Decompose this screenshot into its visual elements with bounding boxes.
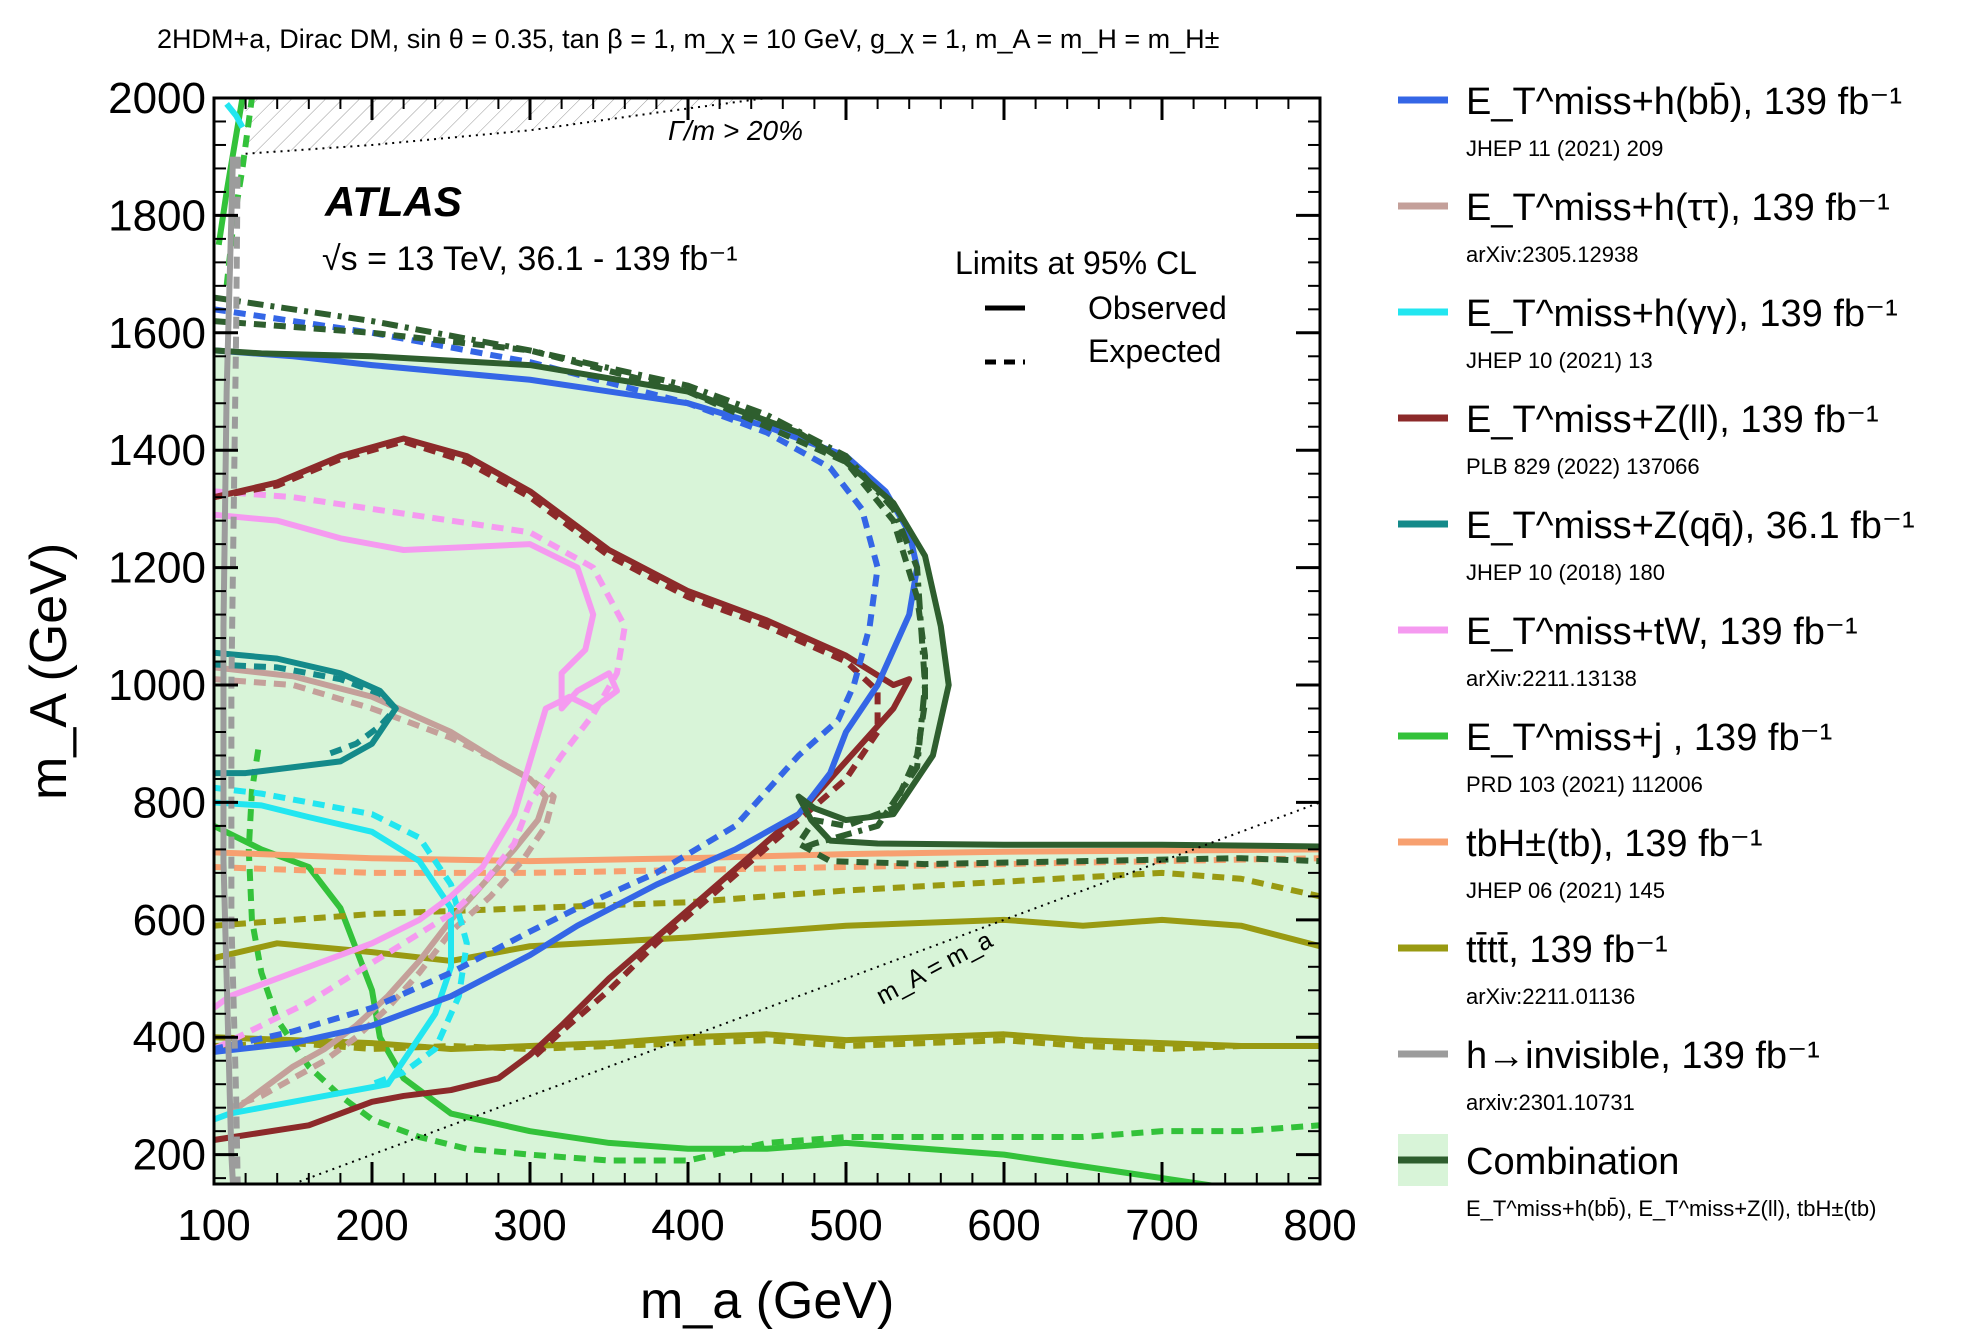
legend-ref-tttt: arXiv:2211.01136	[1466, 984, 1635, 1009]
width-limit-region	[245, 98, 773, 155]
legend-ref-hgamgam: JHEP 10 (2021) 13	[1466, 348, 1653, 373]
x-tick-label: 300	[493, 1201, 566, 1250]
tw-expected-line	[214, 488, 628, 1052]
y-tick-label: 1600	[108, 309, 206, 358]
legend-ref-tbh: JHEP 06 (2021) 145	[1466, 878, 1665, 903]
hinv-observed-line	[220, 156, 236, 1184]
y-tick-label: 2000	[108, 74, 206, 123]
legend: E_T^miss+h(bb̄), 139 fb⁻¹ JHEP 11 (2021) …	[1398, 81, 1915, 1221]
legend-ref-comb: E_T^miss+h(bb̄), E_T^miss+Z(ll), tbH±(tb…	[1466, 1196, 1876, 1221]
legend-label-tttt: tt̄tt̄, 139 fb⁻¹	[1466, 929, 1668, 971]
expected-style-label: Expected	[1088, 333, 1221, 369]
legend-label-htautau: E_T^miss+h(ττ), 139 fb⁻¹	[1466, 187, 1890, 229]
energy-label: √s = 13 TeV, 36.1 - 139 fb⁻¹	[322, 240, 738, 278]
htautau-observed-line	[214, 664, 549, 1116]
x-tick-label: 800	[1283, 1201, 1356, 1250]
legend-ref-hinv: arxiv:2301.10731	[1466, 1090, 1635, 1115]
y-tick-label: 1200	[108, 544, 206, 593]
comb-expected-dashdot-line	[214, 294, 928, 853]
jet-expected-line	[245, 749, 1320, 1164]
axis-ticks: 100 200 300 400 500 600 700 800 200 400 600 800 1000…	[108, 74, 1357, 1250]
tw-observed-line	[214, 511, 620, 1011]
y-axis-title: m_A (GeV)	[20, 543, 78, 800]
hgamgam-expected-line	[214, 784, 470, 1088]
legend-label-comb: Combination	[1466, 1141, 1679, 1183]
x-tick-label: 600	[967, 1201, 1040, 1250]
zll-expected-line	[214, 438, 881, 1063]
y-tick-label: 400	[133, 1013, 206, 1062]
exclusion-contours	[214, 98, 1320, 1184]
x-axis-title: m_a (GeV)	[640, 1272, 894, 1330]
y-tick-label: 600	[133, 896, 206, 945]
legend-ref-tw: arXiv:2211.13138	[1466, 666, 1637, 691]
legend-ref-zll: PLB 829 (2022) 137066	[1466, 454, 1700, 479]
diagonal-line-group	[292, 801, 1320, 1184]
observed-style-label: Observed	[1088, 290, 1227, 326]
combination-fill	[214, 350, 1320, 1184]
hbb-observed-line	[214, 347, 921, 1055]
x-tick-label: 400	[651, 1201, 724, 1250]
legend-label-zll: E_T^miss+Z(ll), 139 fb⁻¹	[1466, 399, 1879, 441]
x-tick-label: 100	[177, 1201, 250, 1250]
hgamgam-observed-line	[214, 799, 454, 1123]
y-tick-label: 1000	[108, 661, 206, 710]
zqq-observed-line	[214, 649, 399, 777]
diagonal-line	[292, 801, 1320, 1184]
combination-excluded-region	[214, 350, 1320, 1184]
width-limit-annotation: Γ/m > 20%	[668, 115, 803, 146]
tbh-expected-line	[214, 855, 1320, 876]
comb-observed-line	[214, 347, 1320, 850]
legend-ref-hbb: JHEP 11 (2021) 209	[1466, 136, 1663, 161]
chart-header: 2HDM+a, Dirac DM, sin θ = 0.35, tan β = …	[157, 24, 1219, 54]
legend-label-jet: E_T^miss+j , 139 fb⁻¹	[1466, 717, 1832, 759]
tttt-expected-line	[214, 869, 1320, 929]
htautau-expected-line	[214, 676, 557, 1111]
width-limit-boundary	[245, 98, 773, 155]
y-tick-label: 800	[133, 778, 206, 827]
zll-observed-line	[214, 435, 913, 1143]
y-tick-label: 200	[133, 1131, 206, 1180]
legend-label-hbb: E_T^miss+h(bb̄), 139 fb⁻¹	[1466, 81, 1902, 123]
tttt-expected-line	[214, 1037, 1320, 1052]
x-tick-label: 700	[1125, 1201, 1198, 1250]
cl-label: Limits at 95% CL	[955, 245, 1197, 281]
legend-label-hinv: h→invisible, 139 fb⁻¹	[1466, 1035, 1820, 1077]
legend-label-hgamgam: E_T^miss+h(γγ), 139 fb⁻¹	[1466, 293, 1898, 335]
experiment-label: ATLAS	[324, 178, 462, 225]
y-tick-label: 1800	[108, 191, 206, 240]
hgamgam-observed-line	[224, 101, 246, 129]
legend-label-zqq: E_T^miss+Z(qq̄), 36.1 fb⁻¹	[1466, 505, 1915, 547]
hatched-region	[245, 98, 768, 154]
plot-frame	[212, 96, 1322, 1186]
legend-label-tbh: tbH±(tb), 139 fb⁻¹	[1466, 823, 1762, 865]
hbb-expected-line	[214, 306, 881, 1052]
x-tick-label: 500	[809, 1201, 882, 1250]
legend-ref-htautau: arXiv:2305.12938	[1466, 242, 1638, 267]
x-tick-label: 200	[335, 1201, 408, 1250]
legend-ref-zqq: JHEP 10 (2018) 180	[1466, 560, 1665, 585]
legend-label-tw: E_T^miss+tW, 139 fb⁻¹	[1466, 611, 1858, 653]
tbh-observed-line	[214, 846, 1320, 865]
y-tick-label: 1400	[108, 426, 206, 475]
legend-ref-jet: PRD 103 (2021) 112006	[1466, 772, 1703, 797]
zqq-expected-line	[214, 661, 399, 759]
